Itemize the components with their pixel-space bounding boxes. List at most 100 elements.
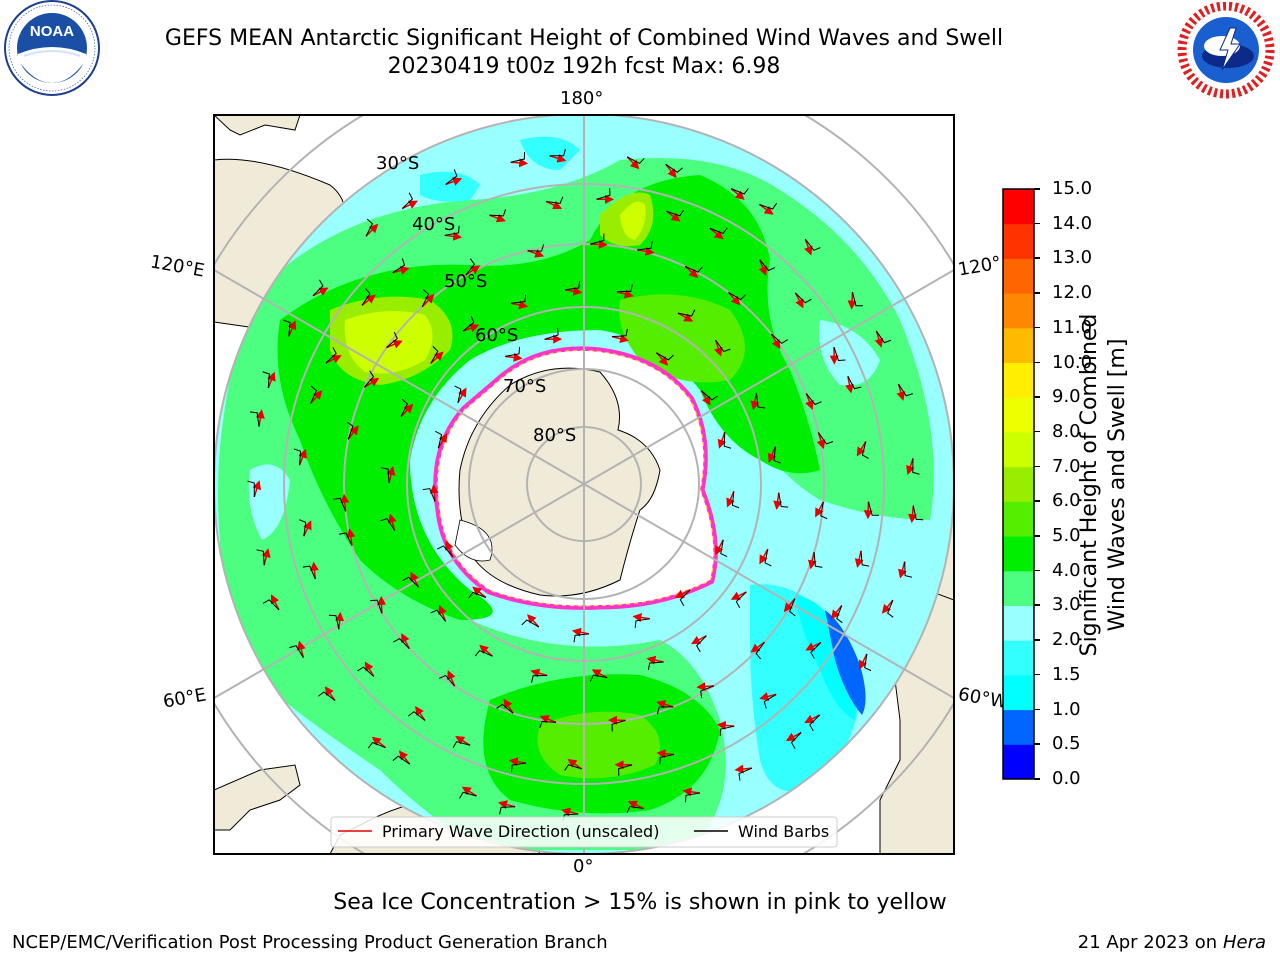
colorbar-tick-label: 11.0 bbox=[1052, 316, 1093, 338]
wave-direction-arrow bbox=[365, 223, 379, 237]
wave-direction-arrow bbox=[445, 540, 454, 557]
wind-barb bbox=[805, 393, 822, 406]
wave-direction-arrow bbox=[700, 390, 711, 406]
colorbar-tick-mark bbox=[1034, 604, 1040, 606]
lat-label-60: 60°S bbox=[475, 325, 518, 346]
wave-direction-arrow bbox=[567, 758, 583, 770]
colorbar-tick-mark bbox=[1034, 708, 1040, 711]
wave-direction-arrow bbox=[815, 501, 824, 518]
wind-barb bbox=[611, 719, 626, 732]
wave-direction-arrow bbox=[371, 736, 386, 749]
wind-barb bbox=[611, 328, 628, 338]
wave-direction-arrow bbox=[709, 227, 724, 240]
wave-direction-arrow bbox=[298, 448, 307, 466]
wind-barb bbox=[310, 385, 318, 404]
wave-direction-arrow bbox=[438, 604, 447, 622]
wave-direction-arrow bbox=[324, 686, 336, 701]
wave-direction-arrow bbox=[682, 787, 700, 797]
footer-left: NCEP/EMC/Verification Post Processing Pr… bbox=[12, 932, 608, 953]
colorbar-bin bbox=[1003, 536, 1034, 572]
wave-direction-arrow bbox=[271, 594, 280, 611]
wave-direction-arrow bbox=[734, 764, 752, 774]
wind-barb bbox=[715, 339, 731, 353]
wave-direction-arrow bbox=[665, 163, 677, 179]
colorbar-label-line2: Wind Waves and Swell [m] bbox=[1105, 338, 1130, 632]
wind-barb bbox=[361, 288, 371, 306]
wave-direction-arrow bbox=[309, 561, 319, 580]
wind-barb bbox=[720, 539, 728, 558]
wave-direction-arrow bbox=[310, 390, 323, 404]
wind-barb bbox=[709, 227, 728, 235]
lon-label-120w: 120° bbox=[956, 252, 1003, 281]
wind-barb bbox=[573, 633, 590, 643]
wave-direction-arrow bbox=[847, 292, 857, 310]
colorbar-tick-label: 3.0 bbox=[1052, 594, 1081, 616]
wind-barb bbox=[626, 806, 644, 814]
wind-barb bbox=[293, 448, 302, 466]
wave-direction-arrow bbox=[716, 720, 735, 730]
wind-barb bbox=[679, 589, 691, 607]
wave-direction-arrow bbox=[455, 736, 471, 746]
wave-direction-arrow bbox=[505, 352, 523, 362]
wave-direction-arrow bbox=[447, 670, 456, 687]
wind-barb bbox=[809, 714, 821, 732]
wave-direction-arrow bbox=[805, 393, 814, 410]
wind-barb bbox=[771, 333, 788, 344]
wind-barb bbox=[912, 458, 920, 475]
wind-barb bbox=[546, 196, 564, 204]
wave-direction-arrow bbox=[462, 323, 480, 333]
wind-barb bbox=[684, 265, 703, 273]
wave-direction-arrow bbox=[730, 188, 745, 200]
wave-direction-arrow bbox=[856, 441, 867, 457]
wave-direction-arrow bbox=[361, 294, 376, 306]
lon-label-60e: 60°E bbox=[161, 684, 208, 713]
wave-direction-arrow bbox=[655, 352, 669, 366]
colorbar-tick-label: 12.0 bbox=[1052, 282, 1093, 304]
polar-map: 30°S 40°S 50°S 60°S 70°S 80°S Primary Wa… bbox=[213, 114, 955, 855]
wind-barb bbox=[402, 576, 419, 588]
wave-direction-arrow bbox=[854, 550, 864, 568]
wave-direction-arrow bbox=[807, 552, 817, 570]
wind-barb bbox=[867, 501, 880, 516]
title-line-2: 20230419 t00z 192h fcst Max: 6.98 bbox=[387, 54, 781, 79]
wave-direction-arrow bbox=[906, 458, 915, 475]
wind-barb bbox=[365, 218, 374, 237]
wind-barb bbox=[731, 491, 740, 509]
wave-direction-arrow bbox=[637, 246, 655, 256]
sea-ice-note: Sea Ice Concentration > 15% is shown in … bbox=[333, 890, 947, 915]
wind-barb bbox=[590, 233, 605, 245]
wave-direction-arrow bbox=[632, 613, 650, 622]
antarctica bbox=[433, 346, 718, 610]
wave-direction-arrow bbox=[415, 706, 426, 721]
wave-direction-arrow bbox=[816, 432, 826, 450]
wave-direction-arrow bbox=[539, 715, 557, 724]
wind-barb bbox=[338, 532, 353, 546]
colorbar-tick-label: 9.0 bbox=[1052, 386, 1081, 408]
wind-barb bbox=[647, 661, 664, 671]
colorbar-tick-label: 0.5 bbox=[1052, 733, 1081, 755]
wind-barb bbox=[505, 346, 521, 357]
wind-barb bbox=[465, 258, 476, 276]
wind-barb bbox=[778, 492, 789, 508]
wave-direction-arrow bbox=[398, 750, 411, 765]
colorbar-tick-mark bbox=[1034, 292, 1040, 294]
wave-direction-arrow bbox=[527, 249, 545, 258]
wind-barb bbox=[764, 548, 772, 567]
wave-direction-arrow bbox=[674, 589, 691, 598]
wave-direction-arrow bbox=[770, 333, 781, 350]
wind-barb bbox=[696, 635, 707, 653]
colorbar-tick-label: 13.0 bbox=[1052, 247, 1093, 269]
wind-barb bbox=[759, 259, 776, 272]
wind-barb bbox=[666, 209, 685, 217]
wind-barb bbox=[367, 741, 386, 749]
wave-direction-arrow bbox=[758, 259, 767, 276]
wind-barb bbox=[860, 550, 870, 567]
wind-barb bbox=[634, 618, 650, 628]
wind-barb bbox=[400, 398, 409, 417]
wind-barb bbox=[445, 169, 458, 185]
wind-barb bbox=[618, 764, 633, 776]
wave-direction-arrow bbox=[626, 156, 640, 170]
wind-barb bbox=[564, 280, 581, 291]
colorbar-bin bbox=[1003, 709, 1034, 745]
wave-direction-arrow bbox=[767, 446, 777, 463]
